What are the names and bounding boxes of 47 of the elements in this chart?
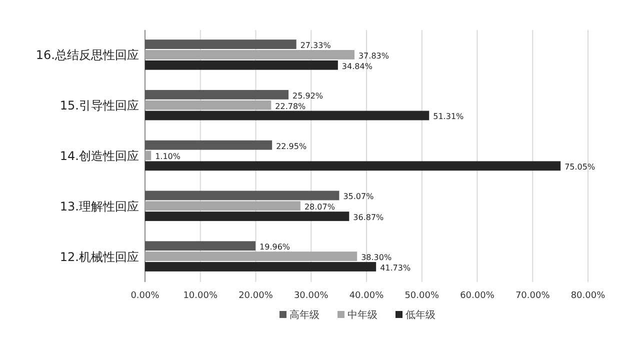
data-label: 1.10% xyxy=(155,152,181,162)
bar xyxy=(145,40,296,49)
bar xyxy=(145,212,350,222)
data-label: 25.92% xyxy=(292,91,324,100)
legend-label: 高年级 xyxy=(290,309,320,321)
data-label: 37.83% xyxy=(358,51,390,60)
x-tick-label: 40.00% xyxy=(349,291,384,301)
data-label: 51.31% xyxy=(433,112,464,122)
bar xyxy=(145,190,340,200)
bar xyxy=(145,161,561,171)
y-tick-label: 15.引导性回应 xyxy=(60,98,139,113)
bar xyxy=(145,252,358,262)
x-tick-label: 50.00% xyxy=(404,291,440,301)
y-tick-label: 12.机械性回应 xyxy=(60,250,139,264)
y-tick-label: 13.理解性回应 xyxy=(60,199,139,214)
x-tick-label: 80.00% xyxy=(570,291,606,301)
bar xyxy=(145,100,272,110)
x-tick-label: 0.00% xyxy=(130,291,160,301)
bar xyxy=(145,262,376,272)
x-tick-label: 20.00% xyxy=(238,291,274,301)
legend-label: 低年级 xyxy=(406,309,436,321)
bar xyxy=(145,140,272,150)
data-label: 41.73% xyxy=(380,263,411,272)
x-tick-label: 60.00% xyxy=(460,291,495,301)
data-label: 35.07% xyxy=(343,192,374,202)
y-tick-label: 16.总结反思性回应 xyxy=(36,48,139,62)
bar xyxy=(145,150,152,160)
bar xyxy=(145,90,289,100)
data-label: 28.07% xyxy=(304,202,336,212)
data-label: 27.33% xyxy=(300,40,332,50)
data-label: 75.05% xyxy=(564,162,596,172)
x-tick-label: 30.00% xyxy=(294,291,329,301)
bar xyxy=(145,241,256,251)
bar xyxy=(145,50,354,60)
x-tick-label: 10.00% xyxy=(183,291,218,301)
data-label: 36.87% xyxy=(353,213,384,222)
data-label: 38.30% xyxy=(361,253,392,262)
bar xyxy=(145,60,338,70)
data-label: 34.84% xyxy=(342,62,373,71)
data-label: 22.95% xyxy=(276,142,307,151)
y-tick-label: 14.创造性回应 xyxy=(60,149,139,163)
data-label: 22.78% xyxy=(275,102,306,111)
bar xyxy=(145,201,300,211)
legend-label: 中年级 xyxy=(348,309,378,321)
bar xyxy=(145,110,430,120)
data-label: 19.96% xyxy=(260,242,290,252)
x-tick-label: 70.00% xyxy=(515,291,550,301)
